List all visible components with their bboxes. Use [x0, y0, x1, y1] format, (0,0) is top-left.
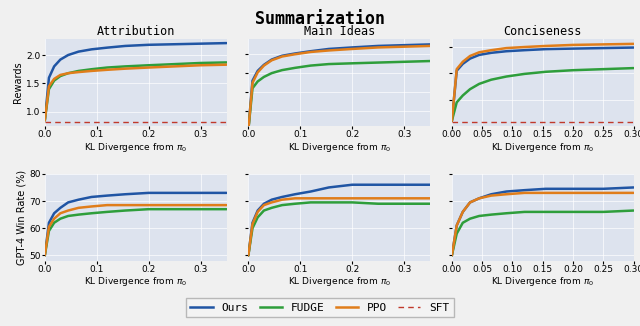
Title: Attribution: Attribution [97, 25, 175, 38]
Title: Conciseness: Conciseness [504, 25, 582, 38]
Text: Summarization: Summarization [255, 10, 385, 28]
X-axis label: KL Divergence from $\pi_0$: KL Divergence from $\pi_0$ [491, 141, 595, 154]
Y-axis label: GPT-4 Win Rate (%): GPT-4 Win Rate (%) [17, 170, 26, 265]
X-axis label: KL Divergence from $\pi_0$: KL Divergence from $\pi_0$ [491, 275, 595, 289]
Title: Main Ideas: Main Ideas [303, 25, 375, 38]
X-axis label: KL Divergence from $\pi_0$: KL Divergence from $\pi_0$ [84, 141, 188, 154]
X-axis label: KL Divergence from $\pi_0$: KL Divergence from $\pi_0$ [287, 275, 391, 289]
Y-axis label: Rewards: Rewards [13, 62, 24, 103]
X-axis label: KL Divergence from $\pi_0$: KL Divergence from $\pi_0$ [287, 141, 391, 154]
X-axis label: KL Divergence from $\pi_0$: KL Divergence from $\pi_0$ [84, 275, 188, 289]
Legend: Ours, FUDGE, PPO, SFT: Ours, FUDGE, PPO, SFT [186, 298, 454, 317]
